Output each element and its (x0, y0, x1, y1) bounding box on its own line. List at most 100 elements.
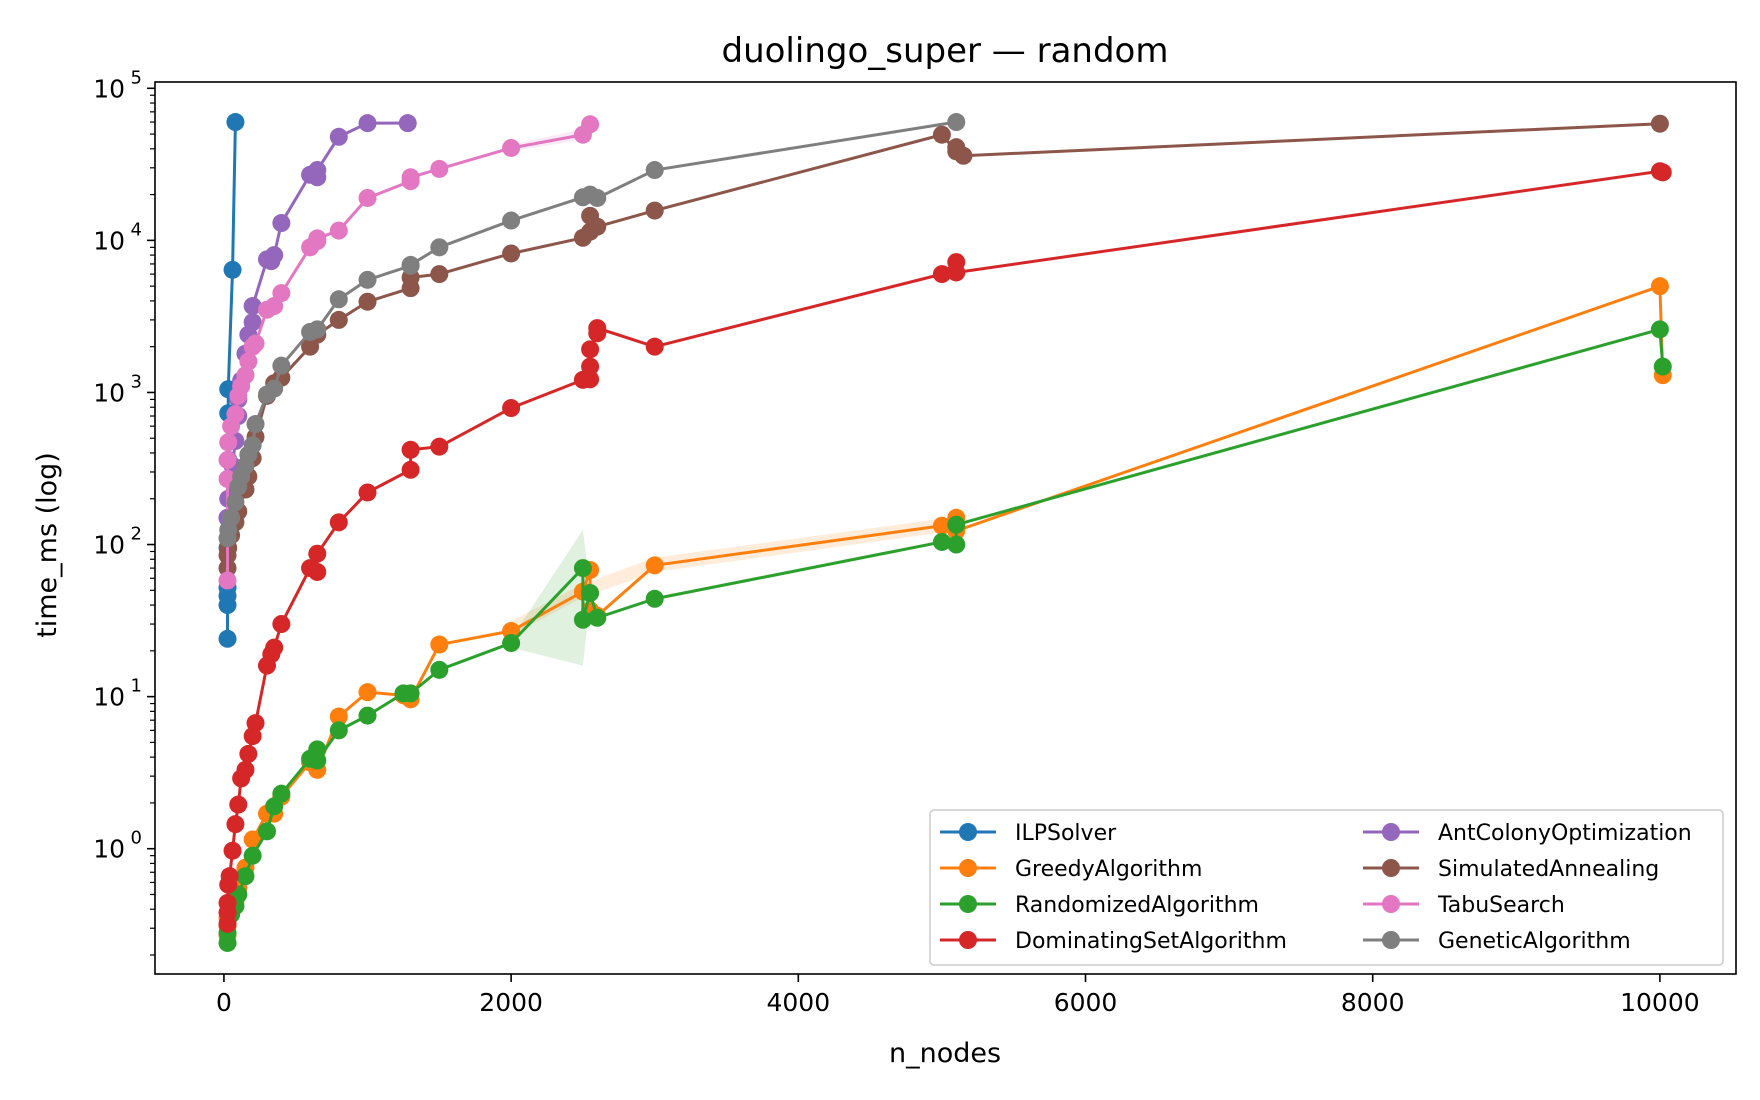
data-point (581, 115, 600, 134)
data-point (243, 830, 262, 849)
data-point (226, 493, 245, 512)
y-axis: 10 0 10 1 10 2 10 3 10 4 10 5 (93, 67, 155, 956)
data-point (401, 440, 420, 459)
legend-item: GeneticAlgorithm (1363, 929, 1631, 954)
data-point (430, 159, 449, 178)
data-point (226, 815, 245, 834)
data-point (932, 532, 951, 551)
data-point (581, 340, 600, 359)
data-point (329, 310, 348, 329)
data-point (1650, 114, 1669, 133)
data-point (258, 822, 277, 841)
legend-label: RandomizedAlgorithm (1015, 893, 1259, 918)
data-point (645, 589, 664, 608)
y-tick-exponent: 2 (131, 524, 142, 545)
data-point (581, 584, 600, 603)
data-point (222, 508, 241, 527)
data-point (229, 795, 248, 814)
x-tick-label: 6000 (1054, 988, 1118, 1017)
legend-label: ILPSolver (1015, 821, 1117, 846)
data-point (329, 721, 348, 740)
legend-item: SimulatedAnnealing (1363, 857, 1659, 882)
data-point (430, 660, 449, 679)
data-point (932, 125, 951, 144)
axes-frame (154, 81, 1737, 975)
data-point (947, 515, 966, 534)
data-point (502, 244, 521, 263)
x-axis: 0 2000 4000 6000 8000 10000 (216, 974, 1700, 1017)
x-tick-label: 0 (216, 988, 232, 1017)
data-point (430, 437, 449, 456)
y-tick-label: 10 (93, 378, 125, 407)
data-point (932, 516, 951, 535)
data-point (573, 610, 592, 629)
data-point (358, 706, 377, 725)
data-point (219, 433, 238, 452)
data-point (239, 352, 258, 371)
x-tick-label: 10000 (1620, 988, 1700, 1017)
legend-item: TabuSearch (1363, 893, 1565, 918)
x-tick-label: 4000 (767, 988, 831, 1017)
y-tick-label: 10 (93, 226, 125, 255)
data-point (358, 683, 377, 702)
plot-area (218, 113, 1672, 952)
data-point (645, 337, 664, 356)
legend-label: GeneticAlgorithm (1438, 929, 1631, 954)
data-point (220, 867, 239, 886)
x-tick-label: 8000 (1341, 988, 1405, 1017)
legend-item: RandomizedAlgorithm (940, 893, 1259, 918)
data-point (239, 744, 258, 763)
data-point (218, 571, 237, 590)
data-point (401, 684, 420, 703)
y-tick-exponent: 0 (131, 828, 142, 849)
data-point (645, 201, 664, 220)
legend-marker (959, 931, 977, 949)
y-axis-label: time_ms (log) (32, 452, 63, 638)
data-point (226, 405, 245, 424)
data-point (581, 370, 600, 389)
data-point (588, 188, 607, 207)
data-point (401, 168, 420, 187)
data-point (401, 460, 420, 479)
data-point (243, 436, 262, 455)
data-point (223, 260, 242, 279)
legend: ILPSolver GreedyAlgorithm RandomizedAlgori… (929, 809, 1724, 966)
data-point (226, 113, 245, 132)
data-point (272, 214, 291, 233)
data-point (645, 556, 664, 575)
y-tick-label: 10 (93, 683, 125, 712)
series-TabuSearch (218, 115, 600, 590)
y-tick-label: 10 (93, 74, 125, 103)
y-tick-label: 10 (93, 531, 125, 560)
y-tick-exponent: 1 (131, 676, 142, 697)
data-point (236, 760, 255, 779)
data-point (430, 238, 449, 257)
data-point (236, 366, 255, 385)
legend-marker (959, 895, 977, 913)
data-point (243, 313, 262, 332)
data-point (243, 846, 262, 865)
data-point (265, 246, 284, 265)
data-point (329, 707, 348, 726)
data-point (645, 161, 664, 180)
data-point (243, 297, 262, 316)
data-point (329, 127, 348, 146)
data-point (272, 356, 291, 375)
data-point (308, 320, 327, 339)
data-point (272, 284, 291, 303)
chart-title: duolingo_super — random (722, 31, 1169, 71)
data-point (502, 138, 521, 157)
data-point (947, 263, 966, 282)
y-tick-label: 10 (93, 835, 125, 864)
data-point (932, 265, 951, 284)
data-point (358, 483, 377, 502)
legend-label: GreedyAlgorithm (1015, 857, 1202, 882)
data-point (430, 635, 449, 654)
data-point (246, 334, 265, 353)
data-point (502, 634, 521, 653)
data-point (1653, 163, 1672, 182)
y-tick-exponent: 4 (131, 219, 142, 240)
legend-marker (1382, 859, 1400, 877)
data-point (947, 535, 966, 554)
